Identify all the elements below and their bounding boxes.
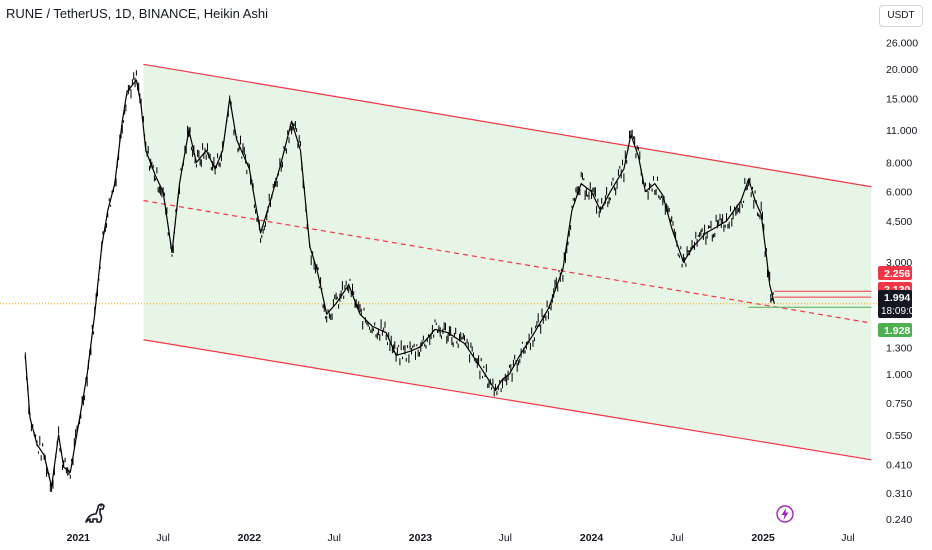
x-tick-label: 2021 bbox=[67, 532, 91, 544]
y-tick-label: 4.500 bbox=[886, 216, 912, 228]
x-tick-label: Jul bbox=[156, 532, 169, 544]
y-tick-label: 0.410 bbox=[886, 460, 912, 472]
y-tick-label: 0.240 bbox=[886, 514, 912, 526]
currency-button[interactable]: USDT bbox=[879, 5, 923, 27]
x-tick-label: Jul bbox=[670, 532, 683, 544]
y-tick-label: 1.000 bbox=[886, 369, 912, 381]
channel-upper-line[interactable] bbox=[143, 63, 872, 188]
x-tick-label: 2023 bbox=[409, 532, 433, 544]
x-tick-label: 2025 bbox=[751, 532, 775, 544]
x-tick-label: Jul bbox=[499, 532, 512, 544]
price-label-bg bbox=[878, 290, 912, 318]
channel-lower-line[interactable] bbox=[143, 339, 872, 461]
channel-drawing[interactable] bbox=[143, 63, 872, 461]
price-label: 1.994 bbox=[884, 292, 910, 304]
symbol-title[interactable]: RUNE / TetherUS, 1D, BINANCE, Heikin Ash… bbox=[6, 6, 269, 21]
price-label: 1.928 bbox=[884, 325, 910, 337]
price-label-bg bbox=[878, 323, 912, 337]
channel-median-line[interactable] bbox=[143, 199, 872, 324]
y-tick-label: 0.750 bbox=[886, 398, 912, 410]
price-label-bg bbox=[878, 266, 912, 280]
x-tick-label: 2022 bbox=[238, 532, 262, 544]
price-series bbox=[24, 70, 775, 492]
price-axis[interactable]: 26.00020.00015.00011.0008.0006.0004.5003… bbox=[886, 38, 918, 527]
tradingview-dino-icon[interactable] bbox=[82, 498, 110, 526]
y-tick-label: 0.550 bbox=[886, 430, 912, 442]
x-tick-label: Jul bbox=[327, 532, 340, 544]
candle-wicks bbox=[24, 70, 774, 492]
x-tick-label: Jul bbox=[841, 532, 854, 544]
y-tick-label: 0.310 bbox=[886, 488, 912, 500]
y-tick-label: 26.000 bbox=[886, 38, 918, 50]
x-tick-label: 2024 bbox=[580, 532, 604, 544]
y-tick-label: 15.000 bbox=[886, 94, 918, 106]
price-label: 2.256 bbox=[884, 268, 910, 280]
y-tick-label: 8.000 bbox=[886, 157, 912, 169]
y-tick-label: 1.300 bbox=[886, 342, 912, 354]
horizontal-lines[interactable] bbox=[0, 290, 877, 308]
y-tick-label: 6.000 bbox=[886, 187, 912, 199]
time-axis[interactable]: 2021 Jul 2022 Jul 2023 Jul 2024 Jul 2025 Jul bbox=[67, 532, 855, 544]
y-tick-label: 20.000 bbox=[886, 64, 918, 76]
lightning-icon[interactable] bbox=[776, 505, 794, 523]
countdown-label: 18:09:03 bbox=[881, 306, 920, 317]
y-tick-label: 11.000 bbox=[886, 125, 917, 137]
